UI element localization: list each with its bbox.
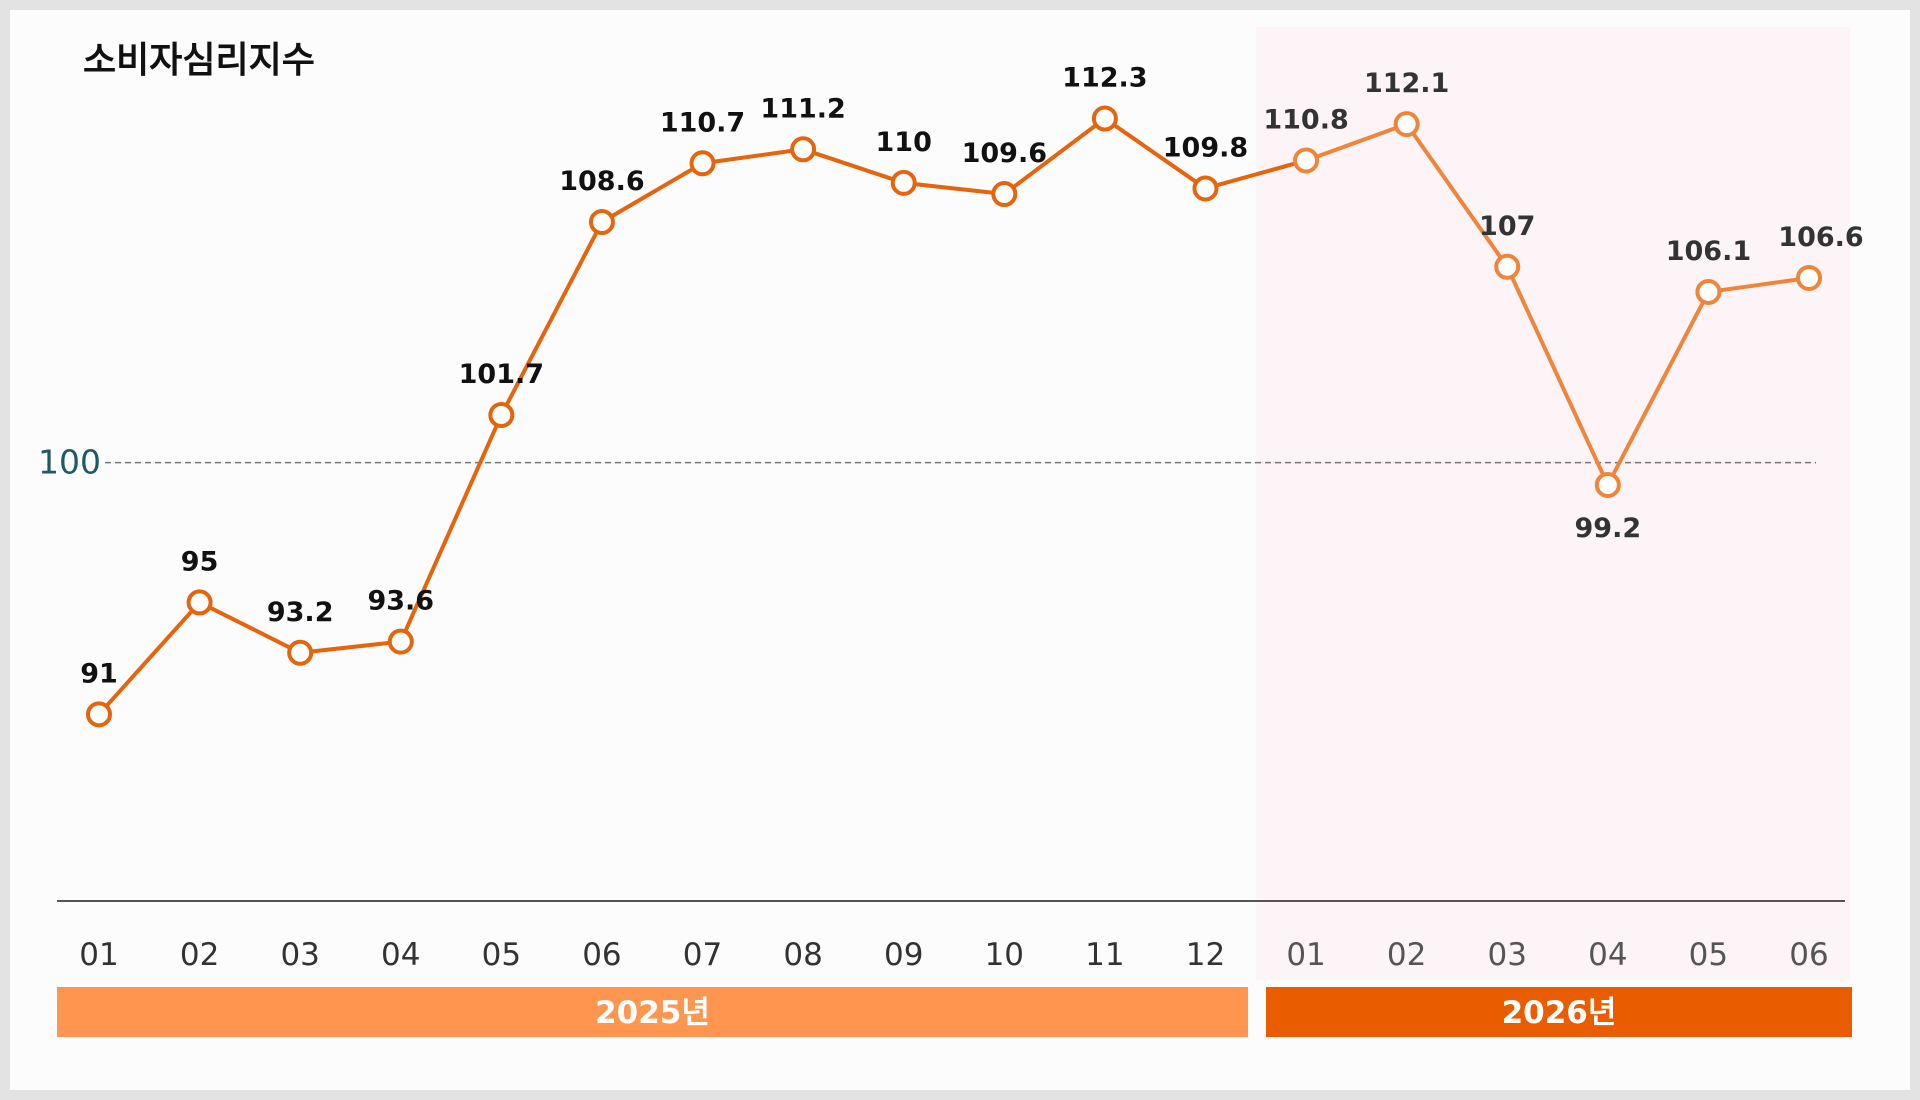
data-point [1393,111,1420,138]
data-label: 107 [1479,211,1535,242]
year-2026-highlight-region [1255,27,1850,980]
series-segment [801,147,906,185]
data-point [1192,175,1219,202]
data-label: 110.8 [1263,104,1348,135]
data-label: 110.7 [660,107,745,138]
data-point [790,136,817,163]
series-segment [901,180,1007,197]
data-point [287,639,314,666]
year-group-bar [57,987,1248,1037]
data-label: 91 [80,658,118,689]
year-group-bars: 2025년 2026년 [57,987,1852,1037]
year-group-label: 2025년 [595,995,710,1031]
data-point [186,589,213,616]
x-tick-label: 10 [985,937,1024,973]
x-tick-label: 07 [683,937,722,973]
data-label: 106.6 [1778,222,1863,253]
series-segment [499,220,604,418]
data-point [1091,105,1118,132]
data-point [1494,253,1521,280]
data-label: 99.2 [1575,513,1642,544]
x-tick-label: 09 [884,937,923,973]
data-label: 93.6 [367,586,434,617]
data-labels: 91 95 93.2 93.6 101.7 108.6 110.7 111.2 110 109.6… [80,63,1863,690]
x-tick-label: 01 [1286,937,1325,973]
chart-card: 소비자심리지수 100 01 02 03 04 05 06 07 08 09 10 11 12 01 02… [10,10,1910,1090]
x-tick-label: 06 [1789,937,1828,973]
data-label: 101.7 [459,359,544,390]
data-point [991,181,1018,208]
series-segment [197,600,303,655]
series-segment [1102,116,1208,191]
x-tick-label: 04 [381,937,420,973]
reference-line-label: 100 [38,443,101,482]
series-segment [1505,264,1610,487]
data-label: 109.8 [1163,132,1248,163]
x-tick-label: 03 [280,937,319,973]
x-tick-label: 05 [1689,937,1728,973]
line-chart: 소비자심리지수 100 01 02 03 04 05 06 07 08 09 10 11 12 01 02… [38,27,1864,1037]
series-segment [700,147,806,166]
data-label: 108.6 [559,166,644,197]
x-tick-label: 02 [180,937,219,973]
x-tick-label: 04 [1588,937,1627,973]
x-tick-label: 06 [582,937,621,973]
x-tick-label: 03 [1488,937,1527,973]
data-point [1594,471,1621,498]
data-label: 112.1 [1364,68,1449,99]
data-point [890,169,917,196]
series-segment [398,413,504,644]
data-points [86,105,1822,728]
data-point [588,209,615,236]
series-segment [97,600,202,717]
data-label: 112.3 [1062,63,1147,94]
year-group-bar [1266,987,1852,1037]
data-point [1293,147,1320,174]
x-tick-label: 12 [1186,937,1225,973]
series-segment [1002,116,1107,197]
data-label: 95 [181,546,219,577]
data-point [689,150,716,177]
x-tick-label: 02 [1387,937,1426,973]
data-label: 110 [876,127,932,158]
x-axis-ticks: 01 02 03 04 05 06 07 08 09 10 11 12 01 02 03 04 05 06 [79,937,1828,973]
data-point [1796,264,1822,291]
series-segment [599,161,705,225]
x-tick-label: 05 [482,937,521,973]
data-point [488,402,515,429]
data-label: 109.6 [962,138,1047,169]
data-point [1695,278,1722,305]
data-label: 111.2 [760,93,845,124]
series-segment [1304,122,1409,163]
series-segment [1706,275,1811,294]
series-segment [1605,289,1711,487]
data-point [86,701,112,728]
x-tick-label: 08 [783,937,822,973]
reference-line-group: 100 [38,443,1816,482]
series-line [97,116,1811,717]
chart-title: 소비자심리지수 [83,40,315,81]
series-segment [1203,158,1309,191]
data-label: 106.1 [1666,236,1751,267]
series-segment [1404,122,1510,269]
x-tick-label: 11 [1085,937,1124,973]
data-point [387,628,414,655]
x-tick-label: 01 [79,937,118,973]
series-segment [298,639,403,655]
year-group-label: 2026년 [1502,995,1617,1031]
data-label: 93.2 [267,597,334,628]
